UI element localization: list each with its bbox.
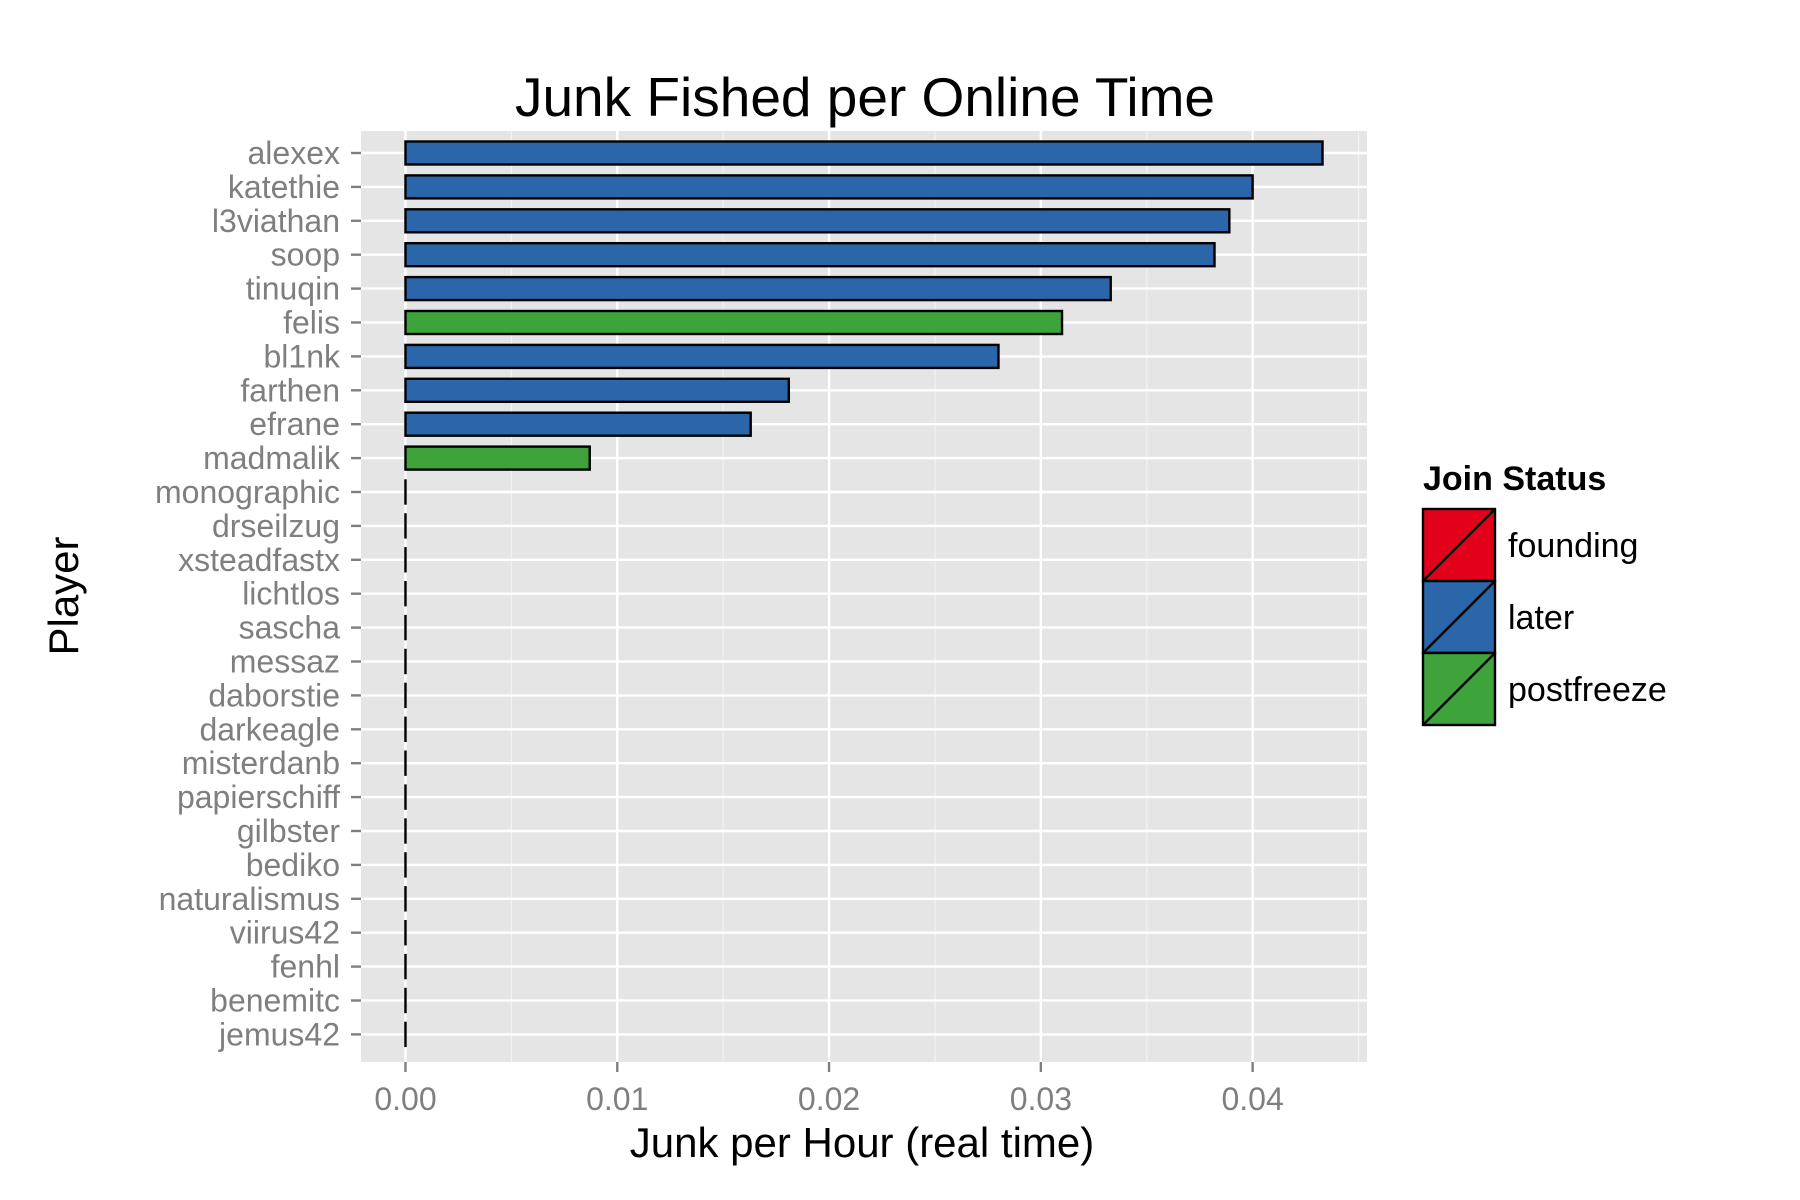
y-tick-label: misterdanb — [182, 745, 340, 781]
y-tick-label: monographic — [155, 474, 340, 510]
y-tick-label: farthen — [240, 372, 340, 408]
x-tick-label: 0.00 — [374, 1081, 436, 1117]
y-tick-label: naturalismus — [159, 881, 340, 917]
legend-key-slash — [1422, 580, 1496, 654]
x-axis: 0.00 0.01 0.02 0.03 0.04 — [374, 1062, 1284, 1117]
y-tick-label: xsteadfastx — [178, 542, 340, 578]
y-tick-label: lichtlos — [242, 576, 340, 612]
y-axis-title: Player — [40, 536, 87, 655]
bar-katethie — [404, 174, 1254, 200]
y-tick-label: l3viathan — [212, 203, 340, 239]
y-tick-label: viirus42 — [230, 915, 340, 951]
y-tick-label: drseilzug — [212, 508, 340, 544]
y-tick-label: darkeagle — [199, 711, 340, 747]
bar-farthen — [404, 377, 791, 403]
bar-madmalik — [404, 445, 591, 471]
y-tick-label: bediko — [246, 847, 340, 883]
y-tick-label: soop — [271, 237, 340, 273]
bar-l3viathan — [404, 208, 1231, 234]
legend-label-later: later — [1508, 599, 1574, 637]
y-tick-label: sascha — [239, 610, 341, 646]
bar-efrane — [404, 411, 752, 437]
bar-alexex — [404, 140, 1324, 166]
x-tick-label: 0.02 — [798, 1081, 860, 1117]
legend-label-founding: founding — [1508, 527, 1638, 565]
y-tick-label: gilbster — [237, 813, 341, 849]
y-tick-label: katethie — [228, 169, 340, 205]
chart-title: Junk Fished per Online Time — [515, 66, 1215, 128]
y-tick-label: daborstie — [208, 677, 340, 713]
y-tick-label: messaz — [230, 644, 340, 680]
y-tick-label: felis — [283, 305, 340, 341]
y-tick-label: efrane — [249, 406, 340, 442]
y-tick-label: jemus42 — [218, 1016, 340, 1052]
y-tick-label: fenhl — [271, 949, 340, 985]
y-tick-label: tinuqin — [246, 271, 340, 307]
y-tick-label: madmalik — [203, 440, 341, 476]
x-axis-title: Junk per Hour (real time) — [630, 1119, 1094, 1166]
legend-key-slash — [1422, 652, 1496, 726]
x-tick-label: 0.04 — [1221, 1081, 1283, 1117]
y-tick-label: benemitc — [210, 983, 340, 1019]
bars — [404, 140, 1324, 1048]
bar-soop — [404, 241, 1216, 268]
y-tick-label: papierschiff — [177, 779, 340, 815]
x-tick-label: 0.03 — [1010, 1081, 1072, 1117]
y-tick-label: bl1nk — [264, 338, 342, 374]
bar-tinuqin — [404, 275, 1112, 302]
legend-key-slash — [1422, 508, 1496, 582]
x-tick-label: 0.01 — [586, 1081, 648, 1117]
y-axis: alexexkatethiel3viathansooptinuqinfelisb… — [155, 135, 361, 1052]
legend-label-postfreeze: postfreeze — [1508, 671, 1667, 709]
bar-felis — [404, 309, 1064, 336]
y-tick-label: alexex — [248, 135, 341, 171]
bar-bl1nk — [404, 343, 1000, 370]
legend-title: Join Status — [1423, 460, 1606, 498]
legend: Join Status founding later postfreeze — [1421, 460, 1667, 727]
